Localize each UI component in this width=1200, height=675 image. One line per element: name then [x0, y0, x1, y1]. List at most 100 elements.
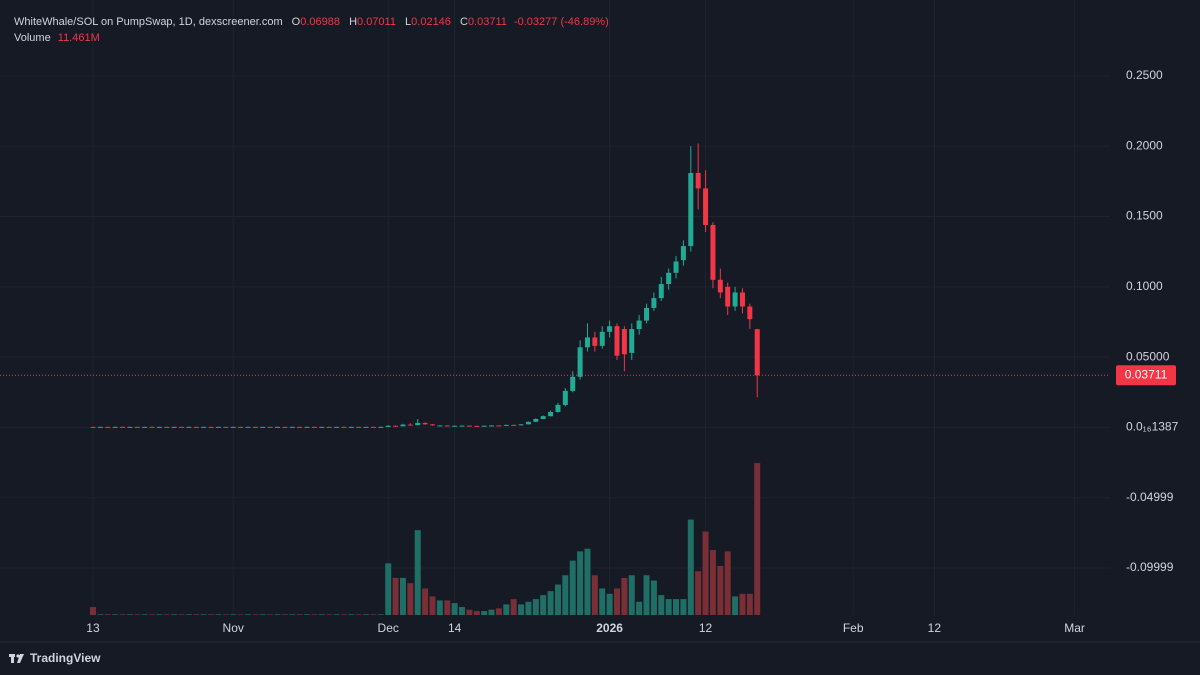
- candle-body: [385, 425, 391, 427]
- volume-bar: [171, 614, 178, 615]
- candle-body: [422, 422, 428, 425]
- volume-bar: [724, 551, 731, 615]
- volume-bar: [399, 577, 406, 615]
- volume-bar: [702, 531, 709, 615]
- candle-body: [97, 426, 103, 428]
- volume-value: 11.461M: [57, 32, 100, 44]
- volume-bar: [340, 614, 347, 615]
- candle-body: [201, 426, 207, 428]
- candle-body: [680, 246, 686, 261]
- candle-body: [739, 292, 745, 307]
- candle-body: [90, 426, 96, 428]
- volume-bar: [466, 609, 473, 615]
- volume-bar: [422, 588, 429, 615]
- y-tick-label: 0.1500: [1126, 209, 1163, 223]
- volume-bar: [687, 519, 694, 615]
- volume-bar: [259, 614, 266, 615]
- y-tick-label: -0.09999: [1126, 560, 1174, 574]
- candle-body: [511, 424, 517, 426]
- x-tick-label: Mar: [1064, 621, 1085, 635]
- candle-body: [533, 418, 539, 422]
- volume-bar: [97, 614, 104, 615]
- x-tick-label: 12: [928, 621, 942, 635]
- volume-title: Volume: [14, 32, 51, 44]
- volume-bar: [244, 614, 251, 615]
- candle-body: [584, 337, 590, 348]
- candle-body: [658, 284, 664, 299]
- candle-body: [230, 426, 236, 428]
- candle-body: [275, 426, 280, 428]
- candle-body: [311, 426, 317, 428]
- volume-bar: [673, 599, 680, 615]
- volume-bar: [739, 593, 746, 615]
- candle-body: [142, 426, 148, 428]
- candle-body: [452, 425, 458, 427]
- volume-bar: [385, 563, 392, 615]
- low-label: L: [405, 16, 412, 28]
- candle-body: [341, 426, 347, 428]
- candle-body: [621, 329, 627, 355]
- candle-body: [348, 426, 354, 428]
- volume-bar: [510, 599, 517, 615]
- candle-body: [149, 426, 155, 428]
- candle-body: [562, 390, 568, 405]
- candle-body: [289, 426, 295, 428]
- volume-bar: [377, 614, 384, 615]
- last-price-tag: [1116, 365, 1176, 386]
- candle-body: [134, 426, 140, 428]
- candle-body: [363, 426, 369, 428]
- candle-body: [245, 426, 251, 428]
- candle-body: [673, 261, 679, 273]
- volume-bar: [355, 614, 362, 615]
- volume-bar: [606, 593, 613, 615]
- volume-bar: [326, 614, 333, 615]
- volume-bar: [503, 604, 510, 615]
- candle-body: [282, 426, 288, 428]
- open-value: 0.06988: [300, 16, 340, 28]
- candle-body: [252, 426, 258, 428]
- candle-body: [710, 224, 716, 280]
- close-value: 0.03711: [467, 16, 507, 28]
- volume-bar: [518, 604, 525, 615]
- volume-bar: [628, 575, 635, 615]
- change-value: -0.03277: [513, 16, 558, 28]
- candles: [90, 143, 760, 428]
- candle-body: [105, 426, 111, 428]
- volume-bar: [126, 614, 133, 615]
- volume-bar: [621, 577, 628, 615]
- volume-bar: [547, 591, 554, 615]
- candle-body: [179, 426, 185, 428]
- x-tick-label: 13: [86, 621, 100, 635]
- candle-body: [629, 329, 635, 353]
- volume-bar: [89, 607, 96, 615]
- candle-body: [644, 307, 650, 321]
- candle-body: [407, 424, 413, 426]
- candle-body: [496, 425, 502, 427]
- candle-body: [415, 422, 421, 426]
- volume-bar: [532, 599, 539, 615]
- volume-bar: [104, 614, 111, 615]
- candle-body: [156, 426, 162, 428]
- legend: WhiteWhale/SOL on PumpSwap, 1D, dexscree…: [14, 14, 609, 46]
- volume-bar: [680, 599, 687, 615]
- candle-body: [592, 337, 598, 346]
- volume-bar: [599, 588, 606, 615]
- grid: [0, 0, 1110, 615]
- candle-body: [319, 426, 325, 428]
- candle-body: [297, 426, 303, 428]
- x-tick-label: Dec: [378, 621, 399, 635]
- candle-body: [518, 424, 524, 426]
- volume-bar: [289, 614, 296, 615]
- volume-bar: [119, 614, 126, 615]
- candle-body: [127, 426, 133, 428]
- volume-bar: [554, 584, 561, 615]
- volume-bar: [267, 614, 274, 615]
- volume-bar: [237, 614, 244, 615]
- candle-body: [193, 426, 199, 428]
- candle-body: [223, 426, 229, 428]
- y-tick-label: 0.05000: [1126, 349, 1170, 363]
- x-tick-label: 14: [448, 621, 462, 635]
- x-tick-label: 2026: [596, 621, 623, 635]
- volume-bar: [525, 601, 532, 615]
